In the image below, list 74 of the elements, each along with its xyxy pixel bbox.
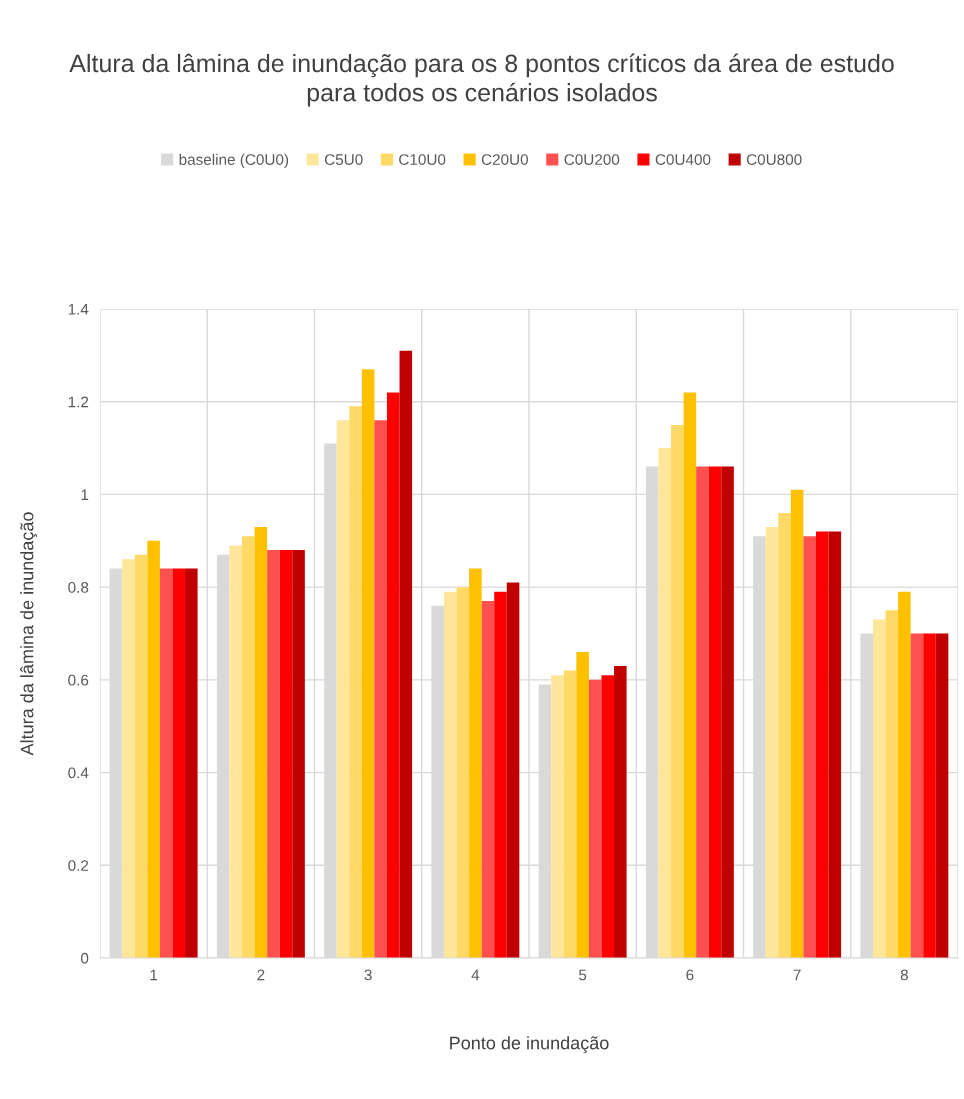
bar bbox=[349, 406, 362, 958]
y-tick-label: 1.4 bbox=[68, 304, 89, 315]
bar bbox=[456, 587, 470, 958]
bar bbox=[185, 568, 198, 958]
bar bbox=[765, 526, 779, 958]
chart-title: Altura da lâmina de inundação para os 8 pontos críticos da área de estudo para todos os cenários isolados bbox=[69, 53, 894, 107]
bar bbox=[229, 545, 243, 958]
bar bbox=[386, 392, 400, 958]
bar bbox=[721, 466, 734, 958]
y-tick-label: 0.2 bbox=[68, 860, 89, 871]
y-tick-label: 0.6 bbox=[68, 674, 89, 686]
legend-label: C5U0 bbox=[324, 154, 363, 165]
bar bbox=[481, 601, 495, 958]
bar bbox=[885, 610, 899, 958]
bar bbox=[399, 350, 413, 958]
x-tick-label: 3 bbox=[364, 969, 372, 981]
bar bbox=[601, 675, 615, 958]
x-tick-label: 7 bbox=[793, 969, 801, 981]
y-tick-label: 1.2 bbox=[68, 396, 89, 408]
y-tick-label: 0.4 bbox=[68, 767, 89, 779]
bar bbox=[469, 568, 482, 958]
x-tick-label: 6 bbox=[686, 969, 694, 981]
legend-label: C0U400 bbox=[655, 154, 711, 165]
legend-label: C0U800 bbox=[746, 154, 802, 165]
legend-label: baseline (C0U0) bbox=[179, 153, 289, 168]
bar bbox=[828, 531, 842, 958]
bar bbox=[267, 550, 280, 958]
bar bbox=[254, 526, 268, 958]
bar bbox=[872, 619, 886, 958]
x-tick-label: 1 bbox=[150, 969, 158, 981]
bar bbox=[494, 591, 507, 958]
y-tick-label: 0 bbox=[80, 952, 89, 964]
bar bbox=[696, 466, 709, 958]
bar bbox=[815, 531, 829, 958]
legend-label: C10U0 bbox=[399, 154, 446, 165]
y-tick-label: 0.8 bbox=[68, 582, 89, 593]
bar bbox=[336, 420, 350, 958]
bar bbox=[935, 633, 949, 958]
x-tick-label: 2 bbox=[257, 969, 265, 981]
legend-label: C20U0 bbox=[481, 154, 529, 165]
bar bbox=[563, 670, 577, 958]
bar bbox=[683, 392, 697, 958]
y-axis-title: Altura da lâmina de inundação bbox=[20, 512, 38, 756]
bar bbox=[361, 369, 375, 958]
bar bbox=[279, 550, 293, 958]
bar bbox=[588, 679, 602, 958]
y-tick-label: 1 bbox=[81, 489, 89, 500]
bar bbox=[658, 448, 672, 958]
bar bbox=[506, 582, 520, 958]
bar bbox=[374, 420, 387, 958]
legend-label: C0U200 bbox=[564, 154, 620, 165]
bar bbox=[910, 633, 924, 958]
x-tick-label: 5 bbox=[578, 969, 587, 981]
bar bbox=[708, 466, 722, 958]
x-tick-label: 4 bbox=[471, 969, 480, 981]
x-axis-title: Ponto de inundação bbox=[450, 1036, 609, 1054]
bar bbox=[122, 559, 135, 958]
bar bbox=[134, 554, 148, 958]
bar bbox=[551, 675, 564, 958]
bar bbox=[803, 536, 816, 958]
bar bbox=[147, 540, 160, 958]
bar bbox=[159, 568, 173, 958]
bar bbox=[172, 568, 186, 958]
bar bbox=[614, 665, 627, 958]
bar bbox=[923, 633, 936, 958]
bar bbox=[242, 536, 255, 958]
bar bbox=[443, 591, 457, 958]
bar bbox=[292, 550, 305, 958]
bar bbox=[790, 489, 804, 958]
bar bbox=[576, 652, 589, 958]
bar bbox=[671, 424, 684, 958]
bar bbox=[778, 512, 791, 958]
bar bbox=[898, 591, 911, 958]
x-tick-label: 8 bbox=[900, 969, 908, 981]
